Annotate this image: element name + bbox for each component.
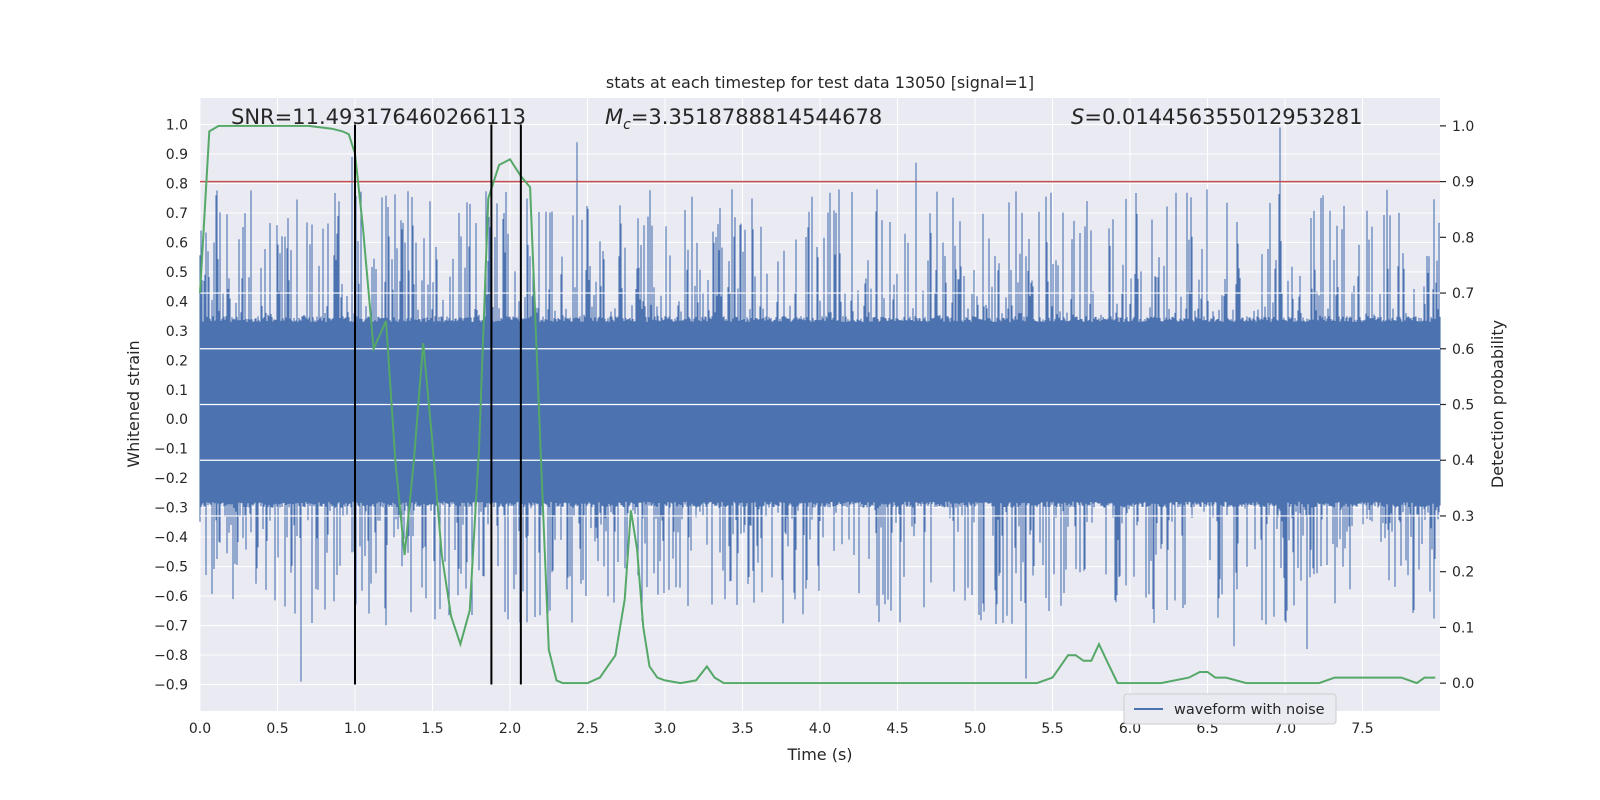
- plot-area: [199, 124, 1441, 685]
- chart-title: stats at each timestep for test data 130…: [606, 73, 1034, 92]
- x-tick-label: 4.0: [809, 721, 831, 737]
- x-tick-label: 0.0: [189, 721, 211, 737]
- y-left-tick-label: 0.0: [166, 412, 188, 428]
- legend-label-waveform: waveform with noise: [1174, 702, 1325, 718]
- y-left-tick-label: 1.0: [166, 118, 188, 134]
- x-tick-label: 5.5: [1041, 721, 1063, 737]
- legend-box: [1123, 693, 1337, 725]
- y-axis-left-label: Whitened strain: [124, 340, 143, 467]
- x-tick-label: 4.5: [886, 721, 908, 737]
- y-right-tick-label: 0.3: [1452, 509, 1474, 525]
- y-right-tick-label: 0.4: [1452, 453, 1474, 469]
- probability-line: [199, 124, 1436, 685]
- x-tick-label: 1.5: [421, 721, 443, 737]
- x-tick-label: 3.5: [731, 721, 753, 737]
- y-left-tick-label: −0.3: [154, 501, 188, 517]
- x-tick-label: 3.0: [654, 721, 676, 737]
- y-right-tick-label: 0.9: [1452, 175, 1474, 191]
- y-right-tick-label: 0.0: [1452, 676, 1474, 692]
- snr-annotation: SNR=11.493176460266113: [231, 105, 526, 129]
- y-left-tick-label: −0.1: [154, 442, 188, 458]
- chirp-mass-symbol: M: [605, 105, 623, 129]
- y-right-tick-label: 1.0: [1452, 119, 1474, 135]
- y-left-tick-label: −0.2: [154, 471, 188, 487]
- x-tick-label: 6.5: [1196, 721, 1218, 737]
- x-tick-label: 0.5: [266, 721, 288, 737]
- y-right-tick-label: 0.6: [1452, 342, 1474, 358]
- x-tick-label: 6.0: [1119, 721, 1141, 737]
- x-tick-label: 2.0: [499, 721, 521, 737]
- y-axis-left-ticks: 1.0 0.9 0.8 0.7 0.6 0.5 0.4 0.3 0.2 0.1 0.0 −0.1 −0.…: [154, 118, 188, 694]
- x-tick-label: 1.0: [344, 721, 366, 737]
- y-left-tick-label: −0.7: [154, 619, 188, 635]
- x-tick-label: 5.0: [964, 721, 986, 737]
- chirp-mass-value: =3.3518788814544678: [631, 105, 882, 129]
- s-symbol: S: [1071, 105, 1084, 129]
- y-left-tick-label: 0.3: [166, 324, 188, 340]
- s-annotation: S=0.014456355012953281: [1071, 105, 1362, 129]
- y-left-tick-label: 0.5: [166, 265, 188, 281]
- y-left-tick-label: −0.4: [154, 530, 188, 546]
- y-left-tick-label: −0.9: [154, 677, 188, 693]
- y-axis-right-label: Detection probability: [1488, 320, 1507, 488]
- chirp-mass-subscript: c: [623, 117, 631, 133]
- s-value: =0.014456355012953281: [1084, 105, 1362, 129]
- y-right-tick-label: 0.7: [1452, 286, 1474, 302]
- y-left-tick-label: 0.1: [166, 383, 188, 399]
- gridline-overlay: [200, 292, 1440, 517]
- chirp-mass-annotation: Mc=3.3518788814544678: [605, 105, 882, 133]
- x-tick-label: 2.5: [576, 721, 598, 737]
- y-right-tick-label: 0.8: [1452, 230, 1474, 246]
- y-left-tick-label: −0.5: [154, 560, 188, 576]
- x-axis-label: Time (s): [786, 745, 852, 764]
- y-left-tick-label: 0.9: [166, 147, 188, 163]
- marker-vertical-lines: [354, 124, 522, 685]
- y-right-tick-label: 0.5: [1452, 398, 1474, 414]
- y-left-tick-label: 0.4: [166, 294, 188, 310]
- y-left-tick-label: 0.7: [166, 206, 188, 222]
- y-left-tick-label: 0.8: [166, 176, 188, 192]
- detection-probability-series: [199, 124, 1436, 685]
- y-axis-right-ticks: 1.0 0.9 0.8 0.7 0.6 0.5 0.4 0.3 0.2 0.1 0.0: [1440, 119, 1474, 692]
- y-left-tick-label: 0.2: [166, 353, 188, 369]
- y-right-tick-label: 0.1: [1452, 620, 1474, 636]
- legend: waveform with noise: [1123, 693, 1337, 725]
- x-tick-label: 7.0: [1274, 721, 1296, 737]
- y-left-tick-label: −0.6: [154, 589, 188, 605]
- x-axis-ticks: 0.0 0.5 1.0 1.5 2.0 2.5 3.0 3.5 4.0 4.5 5.0 5.5 6.0 6…: [189, 721, 1374, 737]
- y-right-tick-label: 0.2: [1452, 565, 1474, 581]
- y-left-tick-label: −0.8: [154, 648, 188, 664]
- x-tick-label: 7.5: [1351, 721, 1373, 737]
- y-left-tick-label: 0.6: [166, 235, 188, 251]
